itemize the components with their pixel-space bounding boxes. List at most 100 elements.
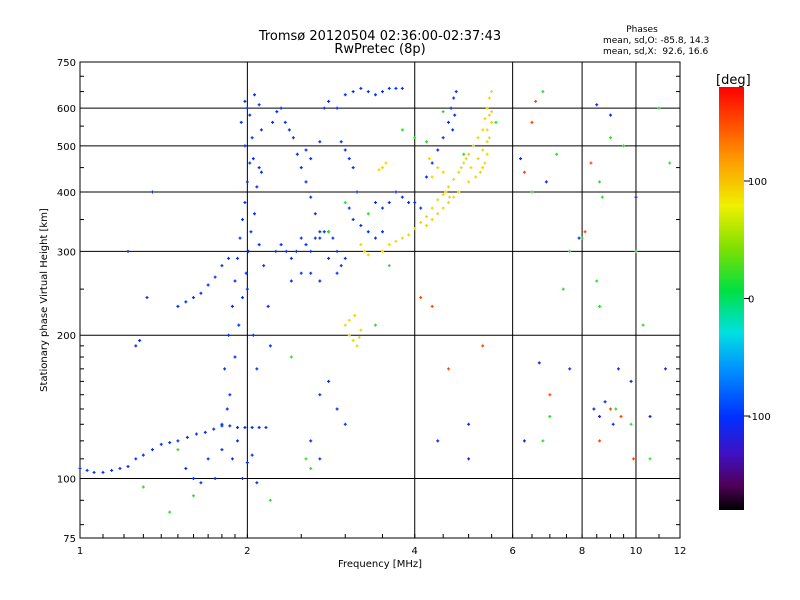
colorbar-ticks: 100 0 -100: [744, 177, 771, 423]
data-point: [619, 414, 623, 418]
data-point: [203, 430, 207, 434]
data-point: [220, 448, 224, 452]
data-point: [598, 414, 602, 418]
data-point: [78, 466, 82, 470]
data-point: [264, 425, 268, 429]
data-point: [400, 236, 404, 240]
data-point: [227, 256, 231, 260]
data-point: [363, 249, 367, 253]
data-point: [271, 120, 275, 124]
data-point: [387, 86, 391, 90]
data-point: [176, 448, 180, 452]
data-point: [494, 120, 498, 124]
data-point: [357, 335, 361, 339]
data-point: [243, 201, 247, 205]
data-point: [339, 140, 343, 144]
x-tick-label: 6: [509, 546, 515, 557]
data-point: [446, 367, 450, 371]
data-point: [236, 439, 240, 443]
y-tick-label: 400: [57, 188, 76, 199]
plot-area: [79, 61, 681, 539]
data-point: [476, 136, 480, 140]
data-point: [451, 128, 455, 132]
x-tick-label: 4: [412, 546, 418, 557]
data-point: [537, 361, 541, 365]
colorbar-tick-label: -100: [748, 412, 771, 423]
data-point: [259, 170, 263, 174]
y-tick-label: 100: [57, 475, 76, 486]
data-point: [257, 425, 261, 429]
data-point: [248, 113, 252, 117]
data-point: [485, 128, 489, 132]
y-tick-label: 500: [57, 142, 76, 153]
data-point: [145, 296, 149, 300]
data-point: [304, 457, 308, 461]
data-point: [648, 457, 652, 461]
data-point: [309, 249, 313, 253]
data-point: [425, 224, 429, 228]
data-point: [309, 157, 313, 161]
data-point: [134, 344, 138, 348]
data-point: [262, 264, 266, 268]
data-point: [394, 239, 398, 243]
data-point: [441, 206, 445, 210]
data-point: [304, 180, 308, 184]
data-point: [206, 283, 210, 287]
data-point: [462, 152, 466, 156]
data-point: [600, 195, 604, 199]
data-point: [441, 193, 445, 197]
data-point: [452, 177, 456, 181]
data-point: [351, 90, 355, 94]
data-point: [228, 424, 232, 428]
data-point: [249, 230, 253, 234]
data-point: [481, 166, 485, 170]
data-point: [247, 249, 251, 253]
data-point: [400, 128, 404, 132]
data-point: [598, 304, 602, 308]
data-point: [387, 264, 391, 268]
data-point: [347, 333, 351, 337]
data-point: [294, 249, 298, 253]
x-axis-label: Frequency [MHz]: [338, 559, 422, 570]
data-point: [283, 120, 287, 124]
data-point: [304, 243, 308, 247]
data-point: [668, 161, 672, 165]
data-point: [199, 291, 203, 295]
data-point: [478, 170, 482, 174]
data-point: [343, 323, 347, 327]
data-point: [351, 218, 355, 222]
phases-header: Phases: [626, 25, 658, 35]
data-points: [78, 86, 672, 514]
y-tick-label: 600: [57, 104, 76, 115]
data-point: [284, 249, 288, 253]
data-point: [530, 190, 534, 194]
data-point: [289, 355, 293, 359]
data-point: [230, 304, 234, 308]
data-point: [373, 93, 377, 97]
data-point: [471, 144, 475, 148]
data-point: [279, 243, 283, 247]
data-point: [343, 256, 347, 260]
data-point: [541, 90, 545, 94]
data-point: [194, 432, 198, 436]
data-point: [541, 439, 545, 443]
data-point: [275, 110, 279, 114]
data-point: [251, 157, 255, 161]
data-point: [609, 136, 613, 140]
data-point: [322, 230, 326, 234]
data-point: [185, 435, 189, 439]
data-point: [245, 180, 249, 184]
data-point: [289, 256, 293, 260]
data-point: [530, 120, 534, 124]
data-point: [141, 485, 145, 489]
data-point: [299, 166, 303, 170]
data-point: [454, 90, 458, 94]
data-point: [313, 212, 317, 216]
data-point: [255, 481, 259, 485]
data-point: [430, 175, 434, 179]
data-point: [206, 457, 210, 461]
x-tick-label: 10: [630, 546, 643, 557]
data-point: [459, 166, 463, 170]
data-point: [657, 106, 661, 110]
